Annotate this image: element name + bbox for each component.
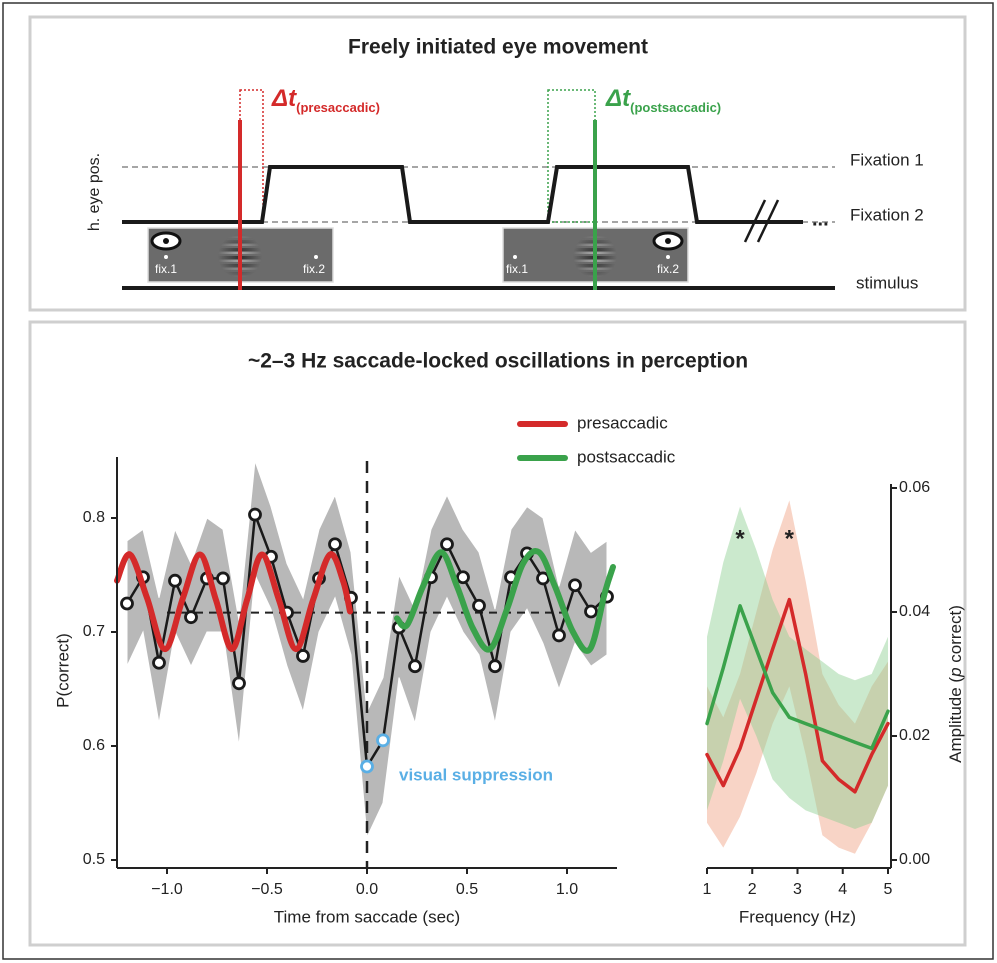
data-point bbox=[488, 659, 502, 674]
stimulus-label: stimulus bbox=[856, 273, 918, 292]
data-point bbox=[360, 759, 374, 774]
data-point bbox=[216, 571, 230, 586]
y-tick-label: 0.04 bbox=[899, 603, 930, 620]
y-tick-label: 0.5 bbox=[83, 851, 105, 868]
y-tick-label: 0.02 bbox=[899, 727, 930, 744]
postsaccadic-label: Δt(postsaccadic) bbox=[605, 85, 721, 115]
fit-line bbox=[394, 548, 616, 654]
data-point bbox=[296, 649, 310, 663]
fit-line bbox=[114, 551, 353, 653]
y-tick-label: 0.6 bbox=[83, 737, 105, 754]
data-point bbox=[232, 676, 246, 691]
y-tick-label: 0.8 bbox=[83, 509, 105, 526]
x-tick-label: 1 bbox=[703, 881, 712, 898]
data-line bbox=[705, 597, 890, 794]
data-point bbox=[248, 507, 262, 522]
diagram-ylabel: h. eye pos. bbox=[86, 153, 103, 231]
fix-dot bbox=[513, 255, 517, 259]
x-tick-label: −1.0 bbox=[151, 881, 183, 898]
y-axis-label: Amplitude (p correct) bbox=[946, 605, 965, 763]
pupil bbox=[665, 238, 671, 244]
data-point bbox=[120, 596, 134, 611]
x-tick-label: 4 bbox=[838, 881, 847, 898]
x-tick-label: −0.5 bbox=[251, 881, 283, 898]
data-point bbox=[472, 598, 486, 613]
presaccadic-window bbox=[239, 89, 264, 223]
presaccadic-label: Δt(presaccadic) bbox=[271, 85, 380, 115]
data-point bbox=[440, 537, 454, 552]
data-point bbox=[376, 733, 390, 748]
diagram-title: Freely initiated eye movement bbox=[348, 36, 648, 59]
x-tick-label: 1.0 bbox=[556, 881, 578, 898]
break-mark bbox=[756, 199, 780, 243]
data-point bbox=[168, 573, 182, 588]
data-point bbox=[536, 571, 550, 586]
data-point bbox=[552, 628, 566, 643]
x-tick-label: 0.0 bbox=[356, 881, 378, 898]
fix-dot bbox=[164, 255, 168, 259]
x-tick-label: 5 bbox=[884, 881, 893, 898]
x-tick-label: 2 bbox=[748, 881, 757, 898]
level-label: Fixation 2 bbox=[850, 205, 924, 224]
panel-border bbox=[28, 15, 967, 312]
x-axis-label: Time from saccade (sec) bbox=[274, 907, 460, 926]
break-mark bbox=[743, 199, 767, 243]
legend-label: presaccadic bbox=[577, 413, 668, 432]
significance-mark: * bbox=[785, 525, 795, 552]
y-axis-label-part: Amplitude ( bbox=[946, 677, 965, 763]
data-point bbox=[408, 659, 422, 674]
data-point bbox=[328, 537, 342, 552]
data-point bbox=[584, 604, 598, 619]
delta-t: Δt bbox=[271, 85, 297, 112]
x-tick-label: 3 bbox=[793, 881, 802, 898]
x-axis-label: Frequency (Hz) bbox=[739, 907, 856, 926]
significance-mark: * bbox=[735, 525, 745, 552]
fix-label: fix.1 bbox=[506, 262, 528, 276]
y-tick-label: 0.00 bbox=[899, 851, 930, 868]
subscript: (postsaccadic) bbox=[630, 100, 721, 115]
plots: −1.0 −0.5 0.0 0.5 1.0 0.5 0.6 0.7 0.8 Time from s… bbox=[53, 413, 965, 926]
data-point bbox=[568, 578, 582, 593]
fix-label: fix.2 bbox=[303, 262, 325, 276]
y-axis-label: P(correct) bbox=[53, 633, 72, 708]
fix-label: fix.1 bbox=[155, 262, 177, 276]
eye-trace bbox=[122, 165, 803, 224]
y-axis-label-part: correct) bbox=[946, 605, 965, 667]
level-label: Fixation 1 bbox=[850, 150, 924, 169]
confidence-band bbox=[126, 460, 608, 840]
fix-dot bbox=[666, 255, 670, 259]
fix-dot bbox=[314, 255, 318, 259]
postsaccadic-window bbox=[547, 89, 596, 223]
legend-label: postsaccadic bbox=[577, 447, 676, 466]
data-line bbox=[705, 604, 890, 751]
pupil bbox=[163, 238, 169, 244]
delta-t: Δt bbox=[605, 85, 631, 112]
y-tick-label: 0.06 bbox=[899, 479, 930, 496]
x-tick-label: 0.5 bbox=[456, 881, 478, 898]
data-point bbox=[152, 655, 166, 670]
data-point bbox=[184, 610, 198, 625]
annotation: visual suppression bbox=[399, 765, 553, 784]
confidence-band bbox=[707, 506, 888, 829]
panel-border bbox=[28, 320, 967, 947]
confidence-band bbox=[707, 500, 888, 854]
panel-title: ~2–3 Hz saccade-locked oscillations in p… bbox=[248, 350, 748, 373]
data-point bbox=[456, 570, 470, 585]
ellipsis: ... bbox=[812, 208, 829, 230]
y-axis-label-part: p bbox=[946, 667, 965, 677]
y-tick-label: 0.7 bbox=[83, 623, 105, 640]
subscript: (presaccadic) bbox=[296, 100, 380, 115]
fix-label: fix.2 bbox=[657, 262, 679, 276]
